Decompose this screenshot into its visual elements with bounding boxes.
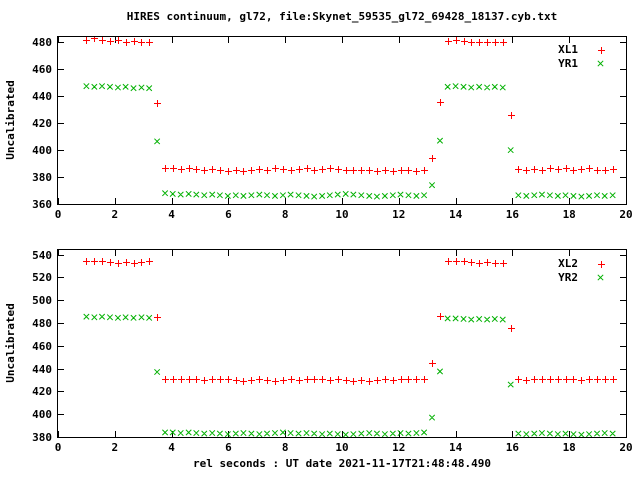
legend-item-yr2: YR2 xyxy=(498,271,578,284)
y-tick-label: 460 xyxy=(32,339,52,353)
x-tick-label: 10 xyxy=(335,441,349,454)
x-tick-label: 12 xyxy=(392,208,406,221)
plot-canvas xyxy=(58,37,626,204)
x-tick-label: 18 xyxy=(562,441,576,454)
y-tick-label: 540 xyxy=(32,248,52,262)
y-tick-label: 420 xyxy=(32,385,52,399)
x-tick-label: 6 xyxy=(225,208,232,221)
x-tick-label: 6 xyxy=(225,441,232,454)
y-tick-label: 480 xyxy=(32,36,52,50)
x-tick-label: 20 xyxy=(619,441,633,454)
series-yr1-points xyxy=(83,60,616,200)
y-tick-label: 440 xyxy=(32,362,52,376)
legend-item-yr1: YR1 xyxy=(498,57,578,70)
y-tick-label: 440 xyxy=(32,90,52,104)
legend-label-xl1: XL1 xyxy=(558,43,578,56)
plot-canvas xyxy=(58,250,626,437)
bottom-panel-plot-area xyxy=(57,249,627,438)
x-tick-label: 14 xyxy=(448,441,463,454)
x-tick-label: 0 xyxy=(54,441,62,454)
y-tick-label: 480 xyxy=(32,316,52,330)
x-tick-label: 4 xyxy=(168,208,175,221)
x-tick-label: 0 xyxy=(54,208,62,221)
x-tick-label: 14 xyxy=(448,208,463,221)
legend-item-xl1: XL1 xyxy=(498,43,578,56)
y-tick-label: 360 xyxy=(32,198,52,211)
x-axis-label: rel seconds : UT date 2021-11-17T21:48:4… xyxy=(192,457,491,470)
x-tick-label: 16 xyxy=(505,208,520,221)
x-tick-label: 20 xyxy=(619,208,633,221)
y-tick-label: 460 xyxy=(32,63,52,77)
y-tick-label: 400 xyxy=(32,408,52,422)
y-tick-label: 380 xyxy=(32,171,52,185)
legend-label-yr1: YR1 xyxy=(558,57,578,70)
x-tick-label: 8 xyxy=(281,441,289,454)
y-tick-label: 400 xyxy=(32,144,52,158)
series-yr2-points xyxy=(83,274,616,437)
x-tick-label: 10 xyxy=(335,208,349,221)
y-tick-label: 420 xyxy=(32,117,52,131)
y-tick-label: 380 xyxy=(32,431,52,444)
x-tick-label: 2 xyxy=(111,441,119,454)
x-tick-label: 8 xyxy=(281,208,289,221)
axis-tick-marks xyxy=(58,37,626,204)
legend-label-yr2: YR2 xyxy=(558,271,578,284)
x-tick-label: 16 xyxy=(505,441,520,454)
x-tick-label: 4 xyxy=(168,441,175,454)
top-panel-plot-area xyxy=(57,36,627,205)
x-tick-label: 12 xyxy=(392,441,406,454)
series-xl1-points xyxy=(83,37,617,175)
legend-item-xl2: XL2 xyxy=(498,257,578,270)
legend-label-xl2: XL2 xyxy=(558,257,578,270)
chart-title: HIRES continuum, gl72, file:Skynet_59535… xyxy=(126,10,558,23)
x-tick-label: 18 xyxy=(562,208,576,221)
x-tick-label: 2 xyxy=(111,208,119,221)
y-tick-label: 520 xyxy=(32,271,52,285)
y-tick-label: 500 xyxy=(32,294,52,308)
series-xl2-points xyxy=(83,258,617,385)
